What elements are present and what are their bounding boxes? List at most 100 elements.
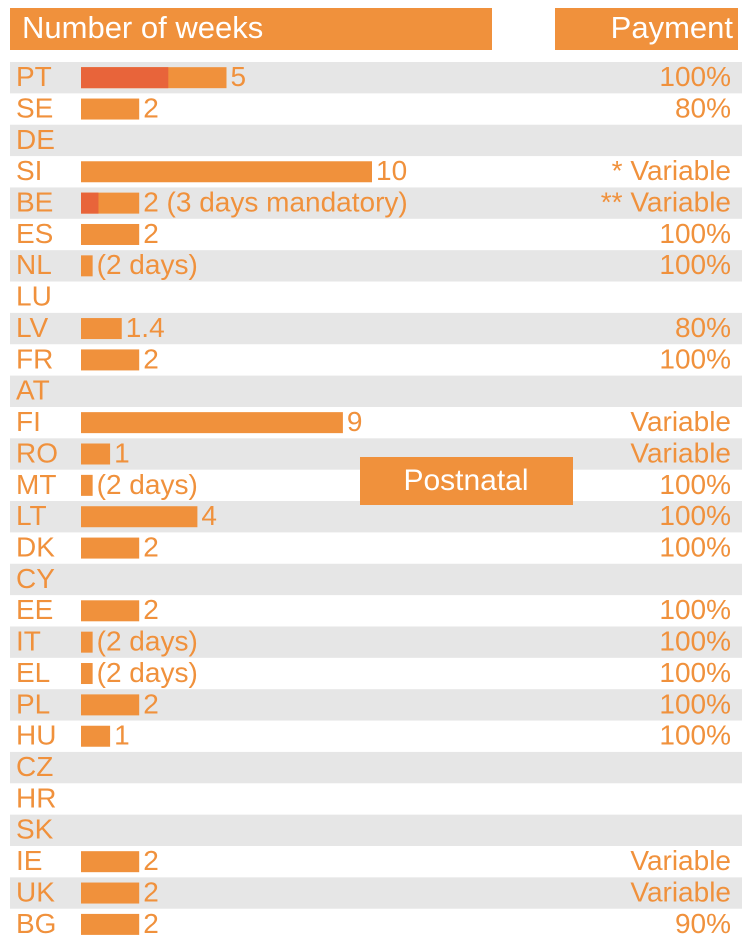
value-label: 2: [143, 908, 159, 939]
value-label: 9: [347, 406, 363, 437]
category-label: EE: [16, 594, 53, 625]
payment-label: 100%: [659, 343, 731, 374]
value-label: 2: [143, 594, 159, 625]
payment-label: 100%: [659, 218, 731, 249]
category-label: LU: [16, 281, 52, 312]
bar: [81, 851, 140, 873]
payment-label: 100%: [659, 249, 731, 280]
bar: [81, 412, 343, 434]
value-label: 10: [376, 155, 407, 186]
payment-label: 100%: [659, 531, 731, 562]
bar: [81, 694, 140, 716]
row-stripe: [10, 563, 742, 596]
payment-label: Variable: [630, 437, 731, 468]
category-label: DE: [16, 124, 55, 155]
category-label: SI: [16, 155, 42, 186]
bar: [81, 537, 140, 559]
value-label: 1.4: [126, 312, 165, 343]
payment-title: Payment: [611, 10, 734, 45]
value-label: 2: [143, 688, 159, 719]
payment-label: Variable: [630, 876, 731, 907]
category-label: HR: [16, 782, 56, 813]
category-label: FI: [16, 406, 41, 437]
category-label: NL: [16, 249, 52, 280]
category-label: MT: [16, 469, 56, 500]
header-box: [555, 8, 738, 50]
value-label: 2: [143, 845, 159, 876]
bar: [81, 98, 140, 120]
value-label: 2: [143, 343, 159, 374]
category-label: UK: [16, 876, 55, 907]
bar: [81, 663, 93, 685]
payment-label: 80%: [675, 92, 731, 123]
bar: [81, 600, 140, 622]
bar: [81, 223, 140, 245]
category-label: SK: [16, 814, 54, 845]
row-stripe: [10, 751, 742, 784]
row-stripe: [10, 250, 742, 282]
category-label: FR: [16, 343, 53, 374]
row-stripe: [10, 124, 742, 157]
mandatory-bar: [81, 192, 99, 214]
value-label: 2 (3 days mandatory): [143, 187, 408, 218]
value-label: 2: [143, 531, 159, 562]
category-label: ES: [16, 218, 53, 249]
value-label: (2 days): [97, 657, 198, 688]
category-label: AT: [16, 375, 50, 406]
value-label: 1: [114, 437, 130, 468]
category-label: DK: [16, 531, 55, 562]
payment-label: 80%: [675, 312, 731, 343]
annotation: Postnatal: [403, 464, 528, 497]
bar: [81, 255, 93, 277]
row-stripe: [10, 626, 742, 658]
bar: [81, 161, 372, 183]
category-label: LV: [16, 312, 48, 343]
mandatory-bar: [81, 67, 169, 89]
payment-label: 100%: [659, 720, 731, 751]
value-label: 4: [201, 500, 217, 531]
annotation-box: [360, 457, 573, 505]
payment-label: ** Variable: [601, 187, 731, 218]
bar: [81, 349, 140, 371]
category-label: BE: [16, 187, 53, 218]
bar: [81, 318, 122, 340]
category-label: CY: [16, 563, 55, 594]
value-label: 2: [143, 876, 159, 907]
row-stripe: [10, 814, 742, 846]
payment-label: 90%: [675, 908, 731, 939]
bar: [81, 443, 111, 465]
category-label: SE: [16, 92, 53, 123]
header-box: [10, 8, 492, 50]
bar: [81, 882, 140, 904]
category-label: BG: [16, 908, 56, 939]
value-label: 2: [143, 218, 159, 249]
category-label: EL: [16, 657, 50, 688]
bar: [81, 913, 140, 935]
value-label: 5: [231, 61, 247, 92]
category-label: PL: [16, 688, 50, 719]
payment-label: 100%: [659, 626, 731, 657]
bar: [81, 474, 93, 496]
bar: [81, 725, 111, 747]
bar: [81, 631, 93, 653]
value-label: 1: [114, 720, 130, 751]
category-label: LT: [16, 500, 47, 531]
category-label: RO: [16, 437, 58, 468]
payment-label: 100%: [659, 657, 731, 688]
payment-label: 100%: [659, 688, 731, 719]
category-label: HU: [16, 720, 56, 751]
payment-label: 100%: [659, 500, 731, 531]
payment-label: 100%: [659, 61, 731, 92]
value-label: (2 days): [97, 469, 198, 500]
row-stripe: [10, 312, 742, 345]
chart-title: Number of weeks: [22, 10, 263, 45]
payment-label: Variable: [630, 406, 731, 437]
payment-label: 100%: [659, 594, 731, 625]
category-label: IT: [16, 626, 41, 657]
bar: [81, 506, 198, 528]
category-label: PT: [16, 61, 52, 92]
category-label: IE: [16, 845, 42, 876]
row-stripe: [10, 375, 742, 407]
